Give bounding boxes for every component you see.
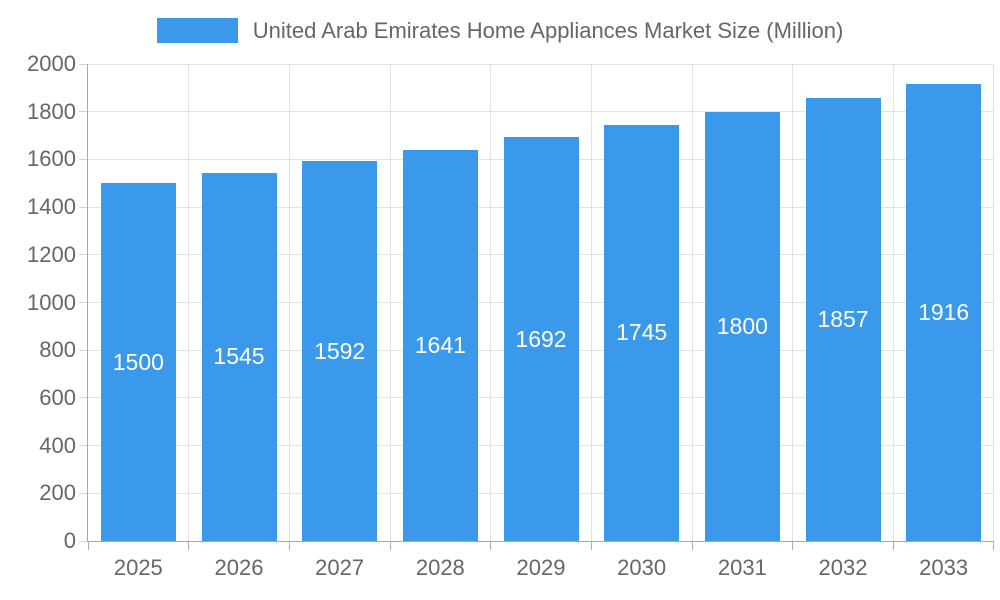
x-axis-tick-label: 2028 xyxy=(415,555,465,580)
x-gridline xyxy=(288,64,290,541)
x-tick-mark xyxy=(188,541,190,550)
y-axis-tick-label: 1600 xyxy=(27,146,76,172)
x-tick-mark xyxy=(691,541,693,550)
bar-value-label: 1916 xyxy=(918,299,970,326)
y-axis-tick-label: 1000 xyxy=(27,289,76,315)
x-tick-mark xyxy=(87,541,89,550)
y-tick-mark xyxy=(79,254,87,256)
legend-label: United Arab Emirates Home Appliances Mar… xyxy=(252,18,844,43)
y-gridline xyxy=(88,111,994,113)
bar-value-label: 1592 xyxy=(314,337,366,364)
y-tick-mark xyxy=(79,206,87,208)
y-tick-mark xyxy=(79,445,87,447)
x-axis-tick-label: 2027 xyxy=(315,555,365,580)
x-axis-tick-label: 2033 xyxy=(919,555,969,580)
x-gridline xyxy=(892,64,894,541)
x-gridline xyxy=(792,64,794,541)
bar[interactable]: 1592 xyxy=(302,161,378,541)
x-gridline xyxy=(188,64,190,541)
bar-value-label: 1857 xyxy=(817,306,869,333)
x-gridline xyxy=(490,64,492,541)
x-tick-mark xyxy=(490,541,492,550)
bar[interactable]: 1745 xyxy=(604,124,680,541)
x-tick-mark xyxy=(389,541,391,550)
y-axis-tick-label: 2000 xyxy=(27,51,76,76)
y-axis-tick-label: 200 xyxy=(39,480,76,506)
bar[interactable]: 1857 xyxy=(805,98,881,541)
bar[interactable]: 1800 xyxy=(704,111,780,541)
y-gridline xyxy=(88,63,994,65)
legend-swatch xyxy=(156,18,238,43)
x-tick-mark xyxy=(590,541,592,550)
y-axis-tick-label: 1800 xyxy=(27,98,76,124)
bar[interactable]: 1500 xyxy=(100,183,176,541)
bar[interactable]: 1916 xyxy=(906,84,982,541)
x-axis-tick-label: 2025 xyxy=(113,555,163,580)
y-tick-mark xyxy=(79,492,87,494)
y-tick-mark xyxy=(79,540,87,542)
bar[interactable]: 1692 xyxy=(503,137,579,541)
x-gridline xyxy=(590,64,592,541)
y-tick-mark xyxy=(79,349,87,351)
x-axis-tick-label: 2029 xyxy=(516,555,566,580)
bar-value-label: 1692 xyxy=(515,325,567,352)
bar[interactable]: 1545 xyxy=(201,172,277,541)
chart-legend[interactable]: United Arab Emirates Home Appliances Mar… xyxy=(0,17,1000,44)
x-tick-mark xyxy=(892,541,894,550)
y-axis-tick-label: 400 xyxy=(39,432,76,458)
x-tick-mark xyxy=(288,541,290,550)
y-axis-tick-label: 1200 xyxy=(27,241,76,267)
bar[interactable]: 1641 xyxy=(402,149,478,541)
y-axis-tick-label: 1400 xyxy=(27,194,76,220)
y-axis-tick-label: 800 xyxy=(39,337,76,363)
y-tick-mark xyxy=(79,397,87,399)
x-axis-tick-label: 2031 xyxy=(717,555,767,580)
x-tick-mark xyxy=(992,541,994,550)
bar-value-label: 1500 xyxy=(112,348,164,375)
x-axis-tick-label: 2030 xyxy=(617,555,667,580)
x-tick-mark xyxy=(792,541,794,550)
y-tick-mark xyxy=(79,302,87,303)
bar-value-label: 1545 xyxy=(213,343,265,370)
x-gridline xyxy=(389,64,391,541)
plot-area: 0 200 400 600 800 1000 1200 1400 1600 1800 2000 150… xyxy=(27,51,994,580)
y-tick-mark xyxy=(79,111,87,113)
x-gridline xyxy=(691,64,693,541)
y-axis-tick-label: 0 xyxy=(63,528,76,553)
x-axis-tick-label: 2032 xyxy=(818,555,868,580)
bar-value-label: 1641 xyxy=(414,331,466,358)
y-axis-tick-label: 600 xyxy=(39,384,76,410)
bar-value-label: 1745 xyxy=(616,319,668,346)
y-tick-mark xyxy=(79,158,87,160)
x-axis-tick-label: 2026 xyxy=(214,555,264,580)
bar-value-label: 1800 xyxy=(716,312,768,339)
y-tick-mark xyxy=(79,63,87,65)
x-gridline xyxy=(992,64,994,541)
